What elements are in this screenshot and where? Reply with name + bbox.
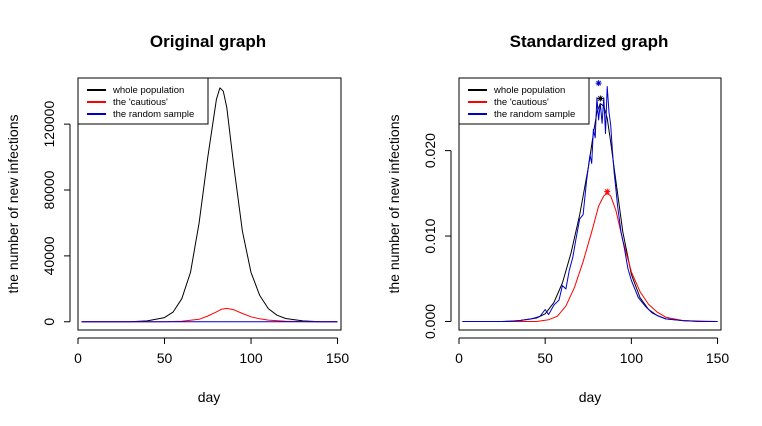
x-tick-label: 100 [620,350,644,366]
plot-frame [458,77,722,331]
x-tick-label: 50 [157,350,173,366]
legend: whole population the 'cautious' the rand… [77,77,209,125]
y-tick-label: 0.010 [422,218,438,253]
plot-frame [77,77,342,331]
y-tick-label: 40000 [41,236,57,275]
y-tick-label: 80000 [41,170,57,209]
legend-label-whole-population: whole population [112,85,184,96]
chart-original: Original graph 0 50 100 150 0 40000 80000 12000… [5,32,349,405]
peak-marker-whole-population [597,95,604,102]
y-tick-label: 0 [41,318,57,326]
legend: whole population the 'cautious' the rand… [458,77,590,125]
series-line-the-random-sample [462,86,718,322]
series-markers [595,80,611,195]
axis-ticks: 0 50 100 150 0.000 0.010 0.020 [422,133,729,366]
legend-label-random-sample: the random sample [113,109,194,120]
axis-ticks: 0 50 100 150 0 40000 80000 120000 [41,101,349,366]
y-axis-label: the number of new infections [5,115,21,294]
chart-standardized: Standardized graph 0 50 100 150 0.000 0.010 0.… [386,32,729,405]
x-tick-label: 0 [74,350,82,366]
x-tick-label: 150 [706,350,730,366]
legend-label-cautious: the 'cautious' [494,97,549,108]
x-axis-label: day [579,389,602,405]
y-tick-label: 0.020 [422,133,438,168]
peak-marker-the-random-sample [595,80,602,87]
chart-title: Original graph [150,32,266,51]
peak-marker-the-cautious [604,188,611,195]
series-lines [81,87,338,323]
chart-title: Standardized graph [510,32,669,51]
x-tick-label: 150 [326,350,350,366]
y-tick-label: 0.000 [422,304,438,339]
legend-label-whole-population: whole population [493,85,565,96]
series-line-the-cautious [81,307,338,323]
x-tick-label: 0 [455,350,463,366]
y-axis-label: the number of new infections [386,115,402,294]
x-axis-label: day [198,389,221,405]
legend-label-random-sample: the random sample [494,109,575,120]
y-tick-label: 120000 [41,101,57,148]
legend-label-cautious: the 'cautious' [113,97,168,108]
series-line-whole-population [81,87,338,323]
x-tick-label: 100 [239,350,263,366]
x-tick-label: 50 [537,350,553,366]
